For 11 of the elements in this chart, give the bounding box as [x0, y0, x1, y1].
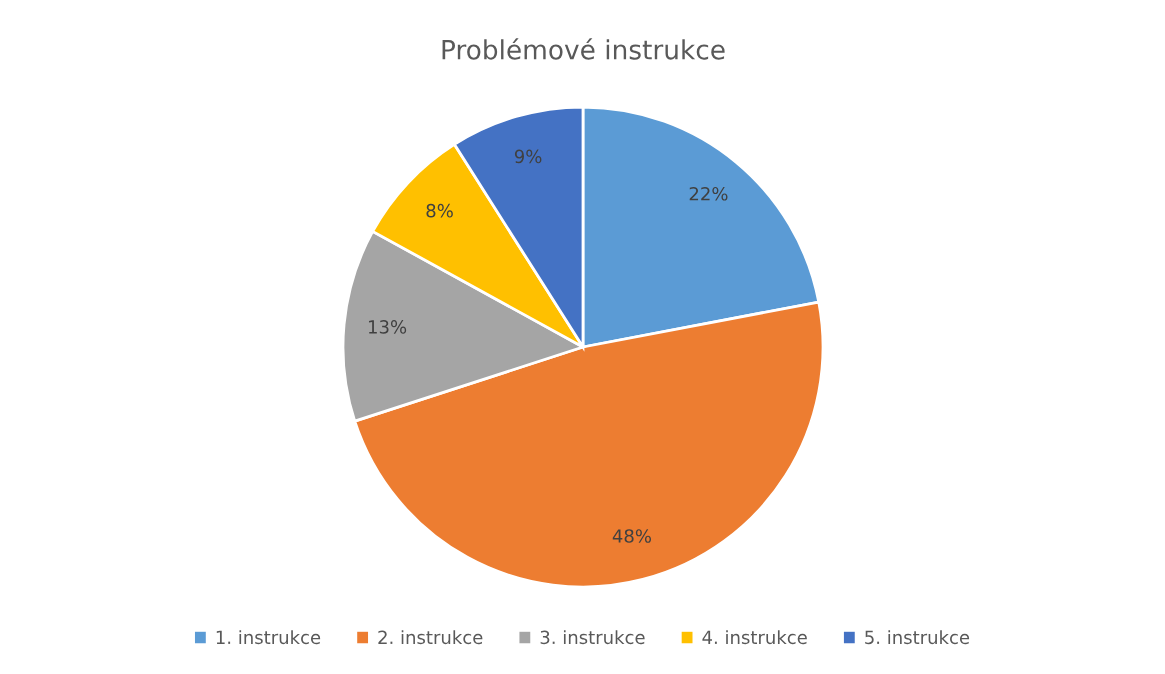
data-label: 9%	[514, 149, 542, 164]
legend-label: 3. instrukce	[540, 630, 645, 645]
legend-label: 2. instrukce	[378, 630, 483, 645]
legend-label: 1. instrukce	[216, 630, 321, 645]
legend-label: 5. instrukce	[865, 630, 970, 645]
data-label: 22%	[689, 186, 728, 201]
data-label: 8%	[426, 203, 453, 218]
data-label: 48%	[612, 529, 652, 543]
chart-title: Problémové instrukce	[442, 38, 725, 60]
legend-label: 4. instrukce	[702, 630, 807, 645]
data-label: 13%	[368, 320, 407, 334]
